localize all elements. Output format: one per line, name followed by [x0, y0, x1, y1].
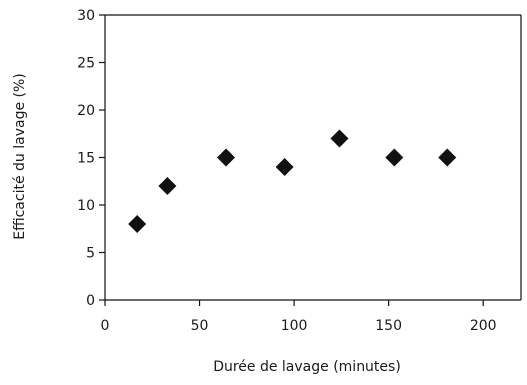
x-tick-label: 100: [281, 318, 308, 334]
y-tick-label: 10: [77, 198, 95, 214]
y-axis-title: Efficacité du lavage (%): [12, 73, 28, 240]
x-axis-title: Durée de lavage (minutes): [213, 359, 401, 375]
data-point-diamond: [438, 148, 457, 167]
data-points: [128, 129, 457, 233]
x-axis-ticks: 0 50 100 150 200: [101, 300, 497, 334]
y-tick-label: 5: [86, 246, 95, 262]
y-tick-label: 30: [77, 8, 95, 24]
x-tick-label: 150: [375, 318, 402, 334]
x-tick-label: 0: [101, 318, 110, 334]
x-tick-label: 50: [191, 318, 209, 334]
data-point-diamond: [330, 129, 349, 148]
data-point-diamond: [217, 148, 236, 167]
x-tick-label: 200: [470, 318, 497, 334]
data-point-diamond: [128, 215, 147, 233]
y-tick-label: 0: [86, 293, 95, 309]
plot-frame: [104, 14, 522, 301]
data-point-diamond: [158, 177, 177, 195]
y-tick-label: 15: [77, 151, 95, 167]
data-point-diamond: [385, 148, 404, 167]
data-point-diamond: [275, 158, 294, 176]
y-axis-ticks: 0 5 10 15 20 25 30: [77, 8, 105, 309]
y-tick-label: 25: [77, 56, 95, 72]
y-tick-label: 20: [77, 103, 95, 119]
